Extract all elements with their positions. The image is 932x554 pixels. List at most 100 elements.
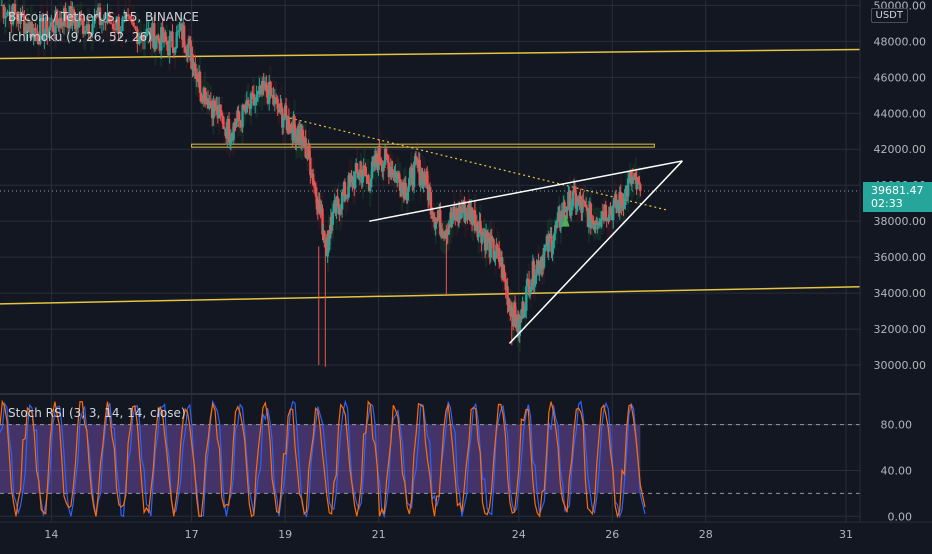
candle-body — [486, 237, 490, 243]
candle-body — [15, 13, 19, 20]
candle-body — [305, 154, 308, 158]
stoch-rsi-label[interactable]: Stoch RSI (3, 3, 14, 14, close) — [8, 406, 186, 420]
candle-body — [428, 189, 432, 193]
candle-body — [165, 40, 169, 45]
candle-body — [435, 218, 438, 224]
candle-body — [13, 3, 17, 14]
candle-body — [355, 163, 359, 172]
candle-body — [251, 93, 254, 95]
candle-body — [104, 20, 107, 23]
candle-body — [451, 218, 454, 221]
candle-body — [80, 18, 83, 21]
candle-body — [65, 18, 69, 20]
candle-body — [627, 178, 631, 180]
candle-body — [584, 204, 588, 208]
candle-body — [427, 189, 431, 201]
candle-body — [321, 208, 324, 235]
candle-body — [556, 212, 560, 221]
candle-body — [407, 186, 410, 192]
time-tick-label: 28 — [699, 528, 713, 541]
candle-body — [216, 105, 220, 119]
candle-body — [452, 207, 455, 219]
price-series — [0, 0, 642, 367]
candle-body — [419, 178, 422, 186]
candle-body — [398, 178, 402, 191]
candle-body — [526, 278, 529, 287]
candle-body — [384, 148, 388, 154]
candle-body — [229, 137, 233, 142]
candle-body — [383, 148, 387, 165]
candle-body — [290, 124, 293, 132]
candle-body — [162, 32, 166, 43]
candle-body — [623, 205, 626, 209]
candle-body — [171, 31, 174, 48]
candle-body — [379, 161, 382, 165]
candle-body — [589, 203, 592, 229]
candle-body — [115, 16, 119, 31]
candle-body — [123, 16, 126, 19]
candle-body — [252, 93, 255, 106]
candle-body — [210, 104, 214, 119]
candle-body — [386, 159, 390, 163]
candle-body — [167, 44, 170, 56]
candle-body — [332, 203, 335, 213]
candle-body — [253, 101, 257, 106]
ichimoku-indicator-label[interactable]: Ichimoku (9, 26, 52, 26) — [8, 30, 152, 44]
candle-body — [121, 18, 124, 32]
candle-body — [622, 199, 625, 209]
candle-body — [496, 244, 499, 252]
candle-body — [361, 176, 364, 183]
candle-body — [318, 199, 321, 212]
price-tick-label: 36000.00 — [874, 251, 927, 264]
currency-badge[interactable]: USDT — [870, 8, 908, 23]
candle-body — [309, 157, 312, 176]
wedge-upper-line — [369, 160, 683, 222]
candle-body — [102, 20, 105, 23]
candle-body — [489, 235, 492, 258]
candle-body — [0, 5, 4, 7]
candle-body — [175, 31, 178, 48]
candle-body — [192, 66, 195, 70]
candle-body — [465, 211, 468, 214]
candle-body — [284, 105, 288, 116]
time-tick-label: 14 — [44, 528, 58, 541]
candle-body — [554, 224, 557, 234]
candle-body — [262, 81, 265, 90]
candle-body — [347, 175, 350, 198]
candle-body — [96, 7, 100, 17]
candle-body — [314, 187, 318, 197]
candle-body — [196, 74, 199, 81]
stoch-tick-label: 40.00 — [881, 464, 913, 477]
candle-body — [245, 99, 248, 113]
candle-body — [555, 220, 559, 228]
candle-body — [459, 208, 463, 220]
bar-countdown: 02:33 — [871, 197, 903, 210]
candle-body — [547, 234, 550, 252]
stoch-k-line — [0, 399, 646, 519]
candle-body — [93, 15, 96, 24]
candle-body — [238, 119, 241, 121]
candle-body — [368, 187, 372, 191]
candle-body — [270, 95, 274, 97]
candle-body — [67, 19, 70, 28]
candle-body — [213, 100, 217, 111]
candle-body — [385, 153, 389, 160]
candle-body — [522, 301, 525, 318]
candle-body — [514, 314, 518, 328]
candle-body — [249, 93, 253, 109]
candle-body — [599, 218, 603, 223]
candle-body — [460, 208, 463, 213]
candle-body — [638, 182, 641, 185]
candle-body — [178, 30, 181, 32]
candle-body — [199, 92, 203, 96]
candle-body — [526, 278, 530, 280]
candle-body — [110, 23, 113, 25]
candle-body — [571, 191, 575, 207]
candle-body — [411, 167, 414, 185]
candle-body — [44, 16, 48, 32]
candle-body — [581, 199, 584, 213]
candle-body — [48, 26, 52, 31]
candle-body — [212, 100, 215, 119]
